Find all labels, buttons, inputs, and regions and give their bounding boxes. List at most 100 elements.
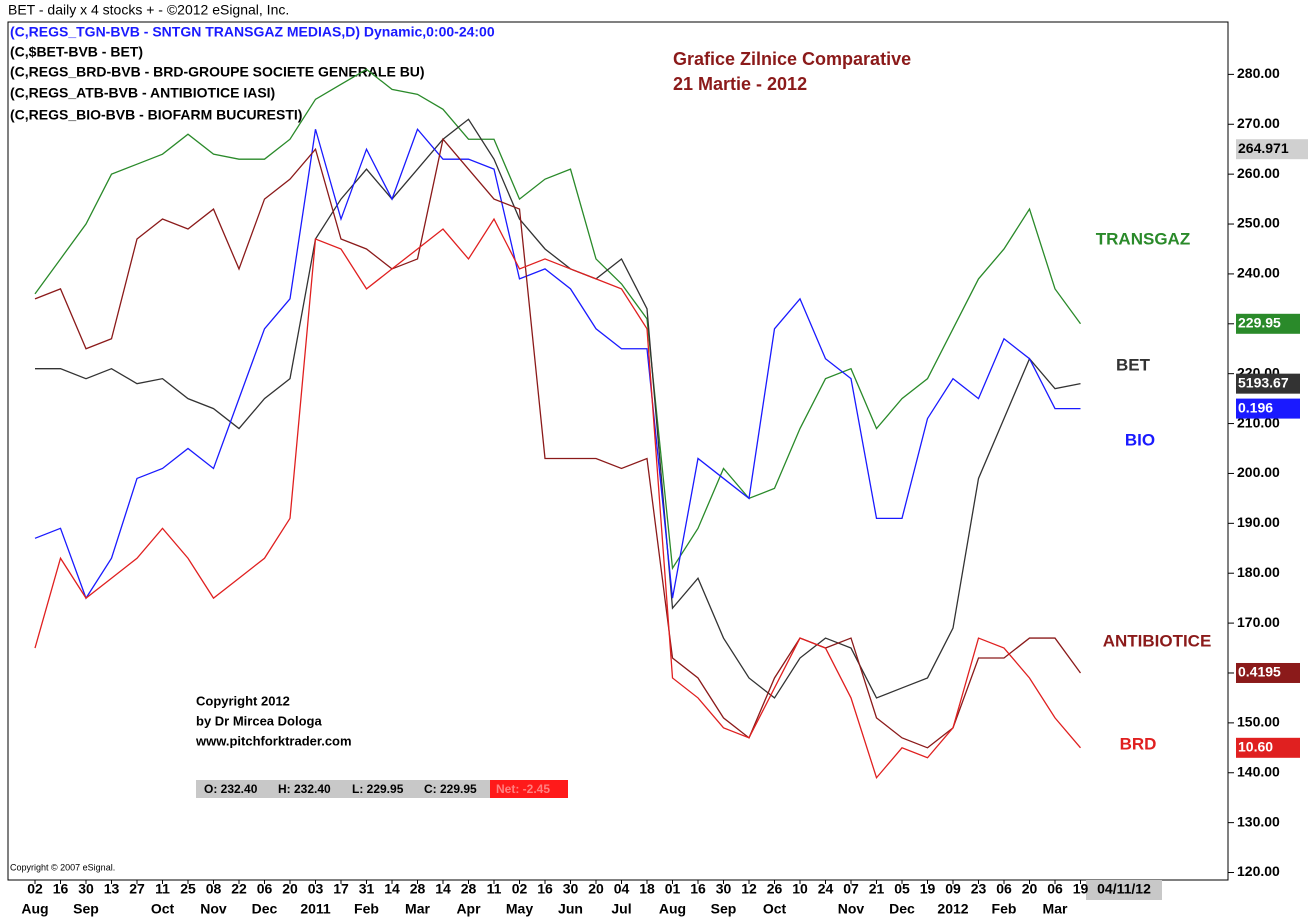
y-tick-label: 120.00 (1237, 863, 1280, 879)
y-tick-label: 130.00 (1237, 813, 1280, 829)
x-tick-label: 09 (945, 881, 961, 897)
month-label: Oct (763, 901, 787, 917)
x-tick-label: 06 (1047, 881, 1063, 897)
y-tick-label: 280.00 (1237, 65, 1280, 81)
copyright: by Dr Mircea Dologa (196, 713, 322, 728)
x-tick-label: 16 (537, 881, 553, 897)
x-tick-label: 17 (333, 881, 349, 897)
annotation: 21 Martie - 2012 (673, 74, 807, 94)
x-tick-label: 26 (767, 881, 783, 897)
month-label: Feb (354, 901, 379, 917)
copyright: Copyright 2012 (196, 693, 290, 708)
y-tick-label: 200.00 (1237, 464, 1280, 480)
x-tick-label: 13 (104, 881, 120, 897)
series-line (34, 217, 1081, 780)
last-value-label: 0.196 (1238, 399, 1273, 415)
month-label: Dec (252, 901, 278, 917)
x-tick-label: 01 (665, 881, 681, 897)
x-tick-label: 11 (487, 881, 502, 897)
y-tick-label: 190.00 (1237, 514, 1280, 530)
last-value-label: 10.60 (1238, 739, 1273, 755)
x-tick-label: 28 (461, 881, 477, 897)
annotation: Grafice Zilnice Comparative (673, 49, 911, 69)
y-tick-label: 140.00 (1237, 763, 1280, 779)
x-tick-label: 24 (818, 881, 834, 897)
last-value-label: 0.4195 (1238, 664, 1281, 680)
last-value-box (1236, 373, 1300, 394)
month-label: Sep (73, 901, 99, 917)
copyright: www.pitchforktrader.com (195, 733, 352, 748)
y-tick-label: 170.00 (1237, 614, 1280, 630)
legend-line: (C,REGS_TGN-BVB - SNTGN TRANSGAZ MEDIAS,… (10, 24, 495, 40)
x-tick-label: 07 (843, 881, 859, 897)
cursor-label: 264.971 (1238, 140, 1289, 156)
x-tick-label: 19 (1073, 881, 1089, 897)
footer: Copyright © 2007 eSignal. (10, 862, 115, 872)
series-name: TRANSGAZ (1096, 229, 1190, 248)
x-tick-label: 18 (639, 881, 655, 897)
x-tick-label: 08 (206, 881, 222, 897)
x-tick-label: 14 (384, 881, 400, 897)
month-label: Nov (200, 901, 227, 917)
ohlc: C: 229.95 (424, 782, 477, 796)
month-label: Apr (456, 901, 481, 917)
month-label: Sep (711, 901, 737, 917)
month-label: Mar (405, 901, 430, 917)
x-tick-label: 02 (512, 881, 528, 897)
series-name: ANTIBIOTICE (1103, 631, 1212, 650)
y-tick-label: 270.00 (1237, 115, 1280, 131)
range-end: 04/11/12 (1097, 881, 1151, 897)
x-tick-label: 30 (716, 881, 732, 897)
month-label: Feb (992, 901, 1017, 917)
ohlc-net-box (490, 780, 568, 798)
series-name: BRD (1120, 734, 1157, 753)
month-label: Mar (1043, 901, 1068, 917)
series-line (34, 137, 1082, 749)
legend-line: (C,REGS_BRD-BVB - BRD-GROUPE SOCIETE GEN… (10, 64, 425, 80)
x-tick-label: 06 (257, 881, 273, 897)
month-label: Jun (558, 901, 583, 917)
legend-line: (C,$BET-BVB - BET) (10, 44, 143, 60)
series-line (34, 68, 1082, 571)
y-tick-label: 180.00 (1237, 564, 1280, 580)
range-end-box (1086, 880, 1162, 900)
month-label: Jul (611, 901, 631, 917)
ohlc: Net: -2.45 (496, 782, 550, 796)
legend-line: (C,REGS_ATB-BVB - ANTIBIOTICE IASI) (10, 85, 275, 101)
x-tick-label: 30 (563, 881, 579, 897)
month-label: 2011 (300, 901, 331, 917)
x-tick-label: 05 (894, 881, 910, 897)
y-tick-label: 260.00 (1237, 165, 1280, 181)
last-value-box (1236, 313, 1300, 334)
cursor-box (1236, 139, 1308, 160)
last-value-label: 229.95 (1238, 314, 1281, 330)
x-tick-label: 12 (741, 881, 757, 897)
x-tick-label: 25 (180, 881, 196, 897)
x-tick-label: 22 (231, 881, 247, 897)
x-tick-label: 31 (359, 881, 375, 897)
month-label: May (506, 901, 533, 917)
y-tick-label: 240.00 (1237, 265, 1280, 281)
x-tick-label: 19 (920, 881, 936, 897)
ohlc-box (196, 780, 490, 798)
x-tick-label: 03 (308, 881, 324, 897)
y-tick-label: 250.00 (1237, 215, 1280, 231)
last-value-box (1236, 737, 1300, 758)
series-name: BIO (1125, 430, 1155, 449)
x-tick-label: 20 (1022, 881, 1038, 897)
x-tick-label: 21 (869, 881, 885, 897)
ohlc: O: 232.40 (204, 782, 258, 796)
month-label: Aug (659, 901, 686, 917)
x-tick-label: 30 (78, 881, 94, 897)
month-label: 2012 (937, 901, 968, 917)
x-tick-label: 06 (996, 881, 1012, 897)
ohlc: L: 229.95 (352, 782, 404, 796)
x-tick-label: 14 (435, 881, 451, 897)
plot-frame (7, 21, 1229, 881)
ohlc: H: 232.40 (278, 782, 331, 796)
x-tick-label: 10 (792, 881, 808, 897)
x-tick-label: 16 (53, 881, 69, 897)
last-value-label: 5193.67 (1238, 374, 1289, 390)
